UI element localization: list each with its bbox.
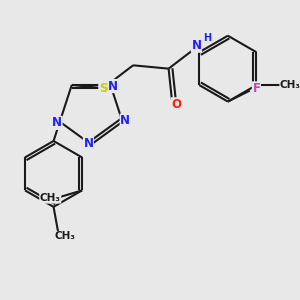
Text: CH₃: CH₃ — [280, 80, 300, 90]
Text: S: S — [99, 82, 107, 95]
Text: N: N — [120, 114, 130, 127]
Text: O: O — [171, 98, 181, 111]
Text: N: N — [83, 137, 93, 150]
Text: H: H — [203, 33, 211, 43]
Text: F: F — [252, 82, 260, 95]
Text: CH₃: CH₃ — [40, 193, 61, 203]
Text: N: N — [52, 116, 62, 129]
Text: N: N — [108, 80, 118, 92]
Text: CH₃: CH₃ — [54, 232, 75, 242]
Text: N: N — [191, 39, 201, 52]
